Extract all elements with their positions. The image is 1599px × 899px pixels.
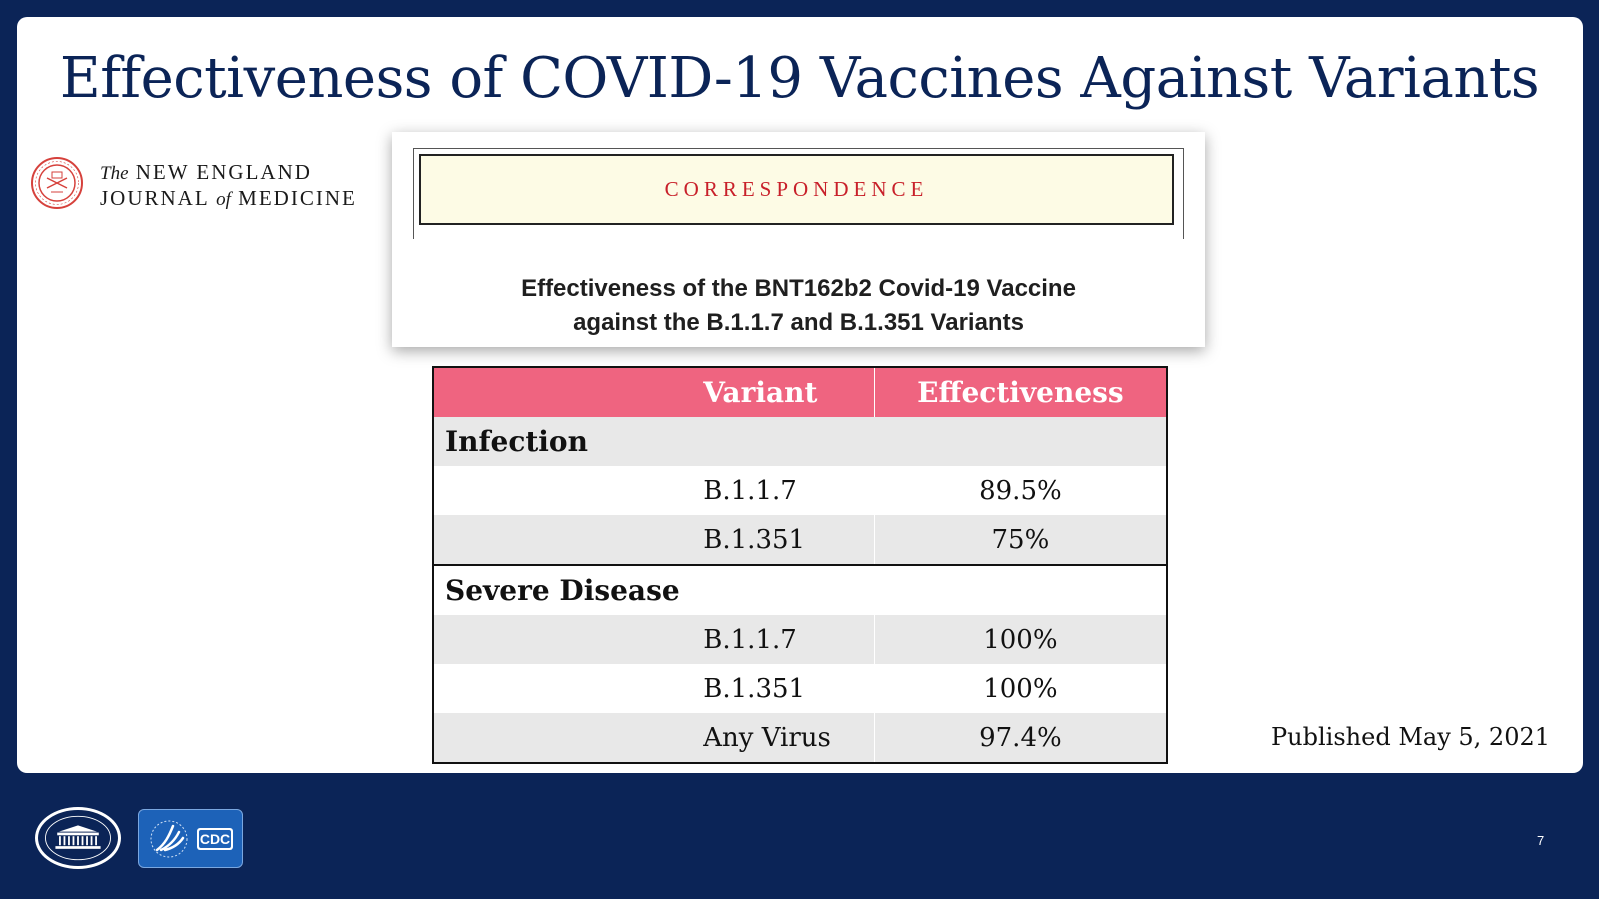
table-row: B.1.351 75% — [434, 515, 1166, 564]
slide-title: Effectiveness of COVID-19 Vaccines Again… — [59, 46, 1540, 111]
white-house-icon — [35, 807, 121, 869]
correspondence-card: CORRESPONDENCE Effectiveness of the BNT1… — [392, 132, 1205, 347]
correspondence-banner: CORRESPONDENCE — [419, 154, 1174, 225]
effectiveness-cell: 100% — [983, 624, 1058, 655]
table-row: B.1.1.7 100% — [434, 615, 1166, 664]
table-row: Any Virus 97.4% — [434, 713, 1166, 762]
effectiveness-table: Variant Effectiveness Infection B.1.1.7 … — [432, 366, 1168, 764]
card-frame — [413, 148, 1184, 239]
effectiveness-cell: 75% — [991, 524, 1050, 555]
cdc-label: CDC — [200, 831, 230, 847]
effectiveness-cell: 97.4% — [979, 722, 1062, 753]
table-header-row: Variant Effectiveness — [434, 368, 1166, 417]
variant-cell: B.1.351 — [703, 664, 875, 713]
section-label: Infection — [445, 425, 588, 458]
journal-name-line1: NEW ENGLAND — [135, 160, 312, 184]
section-label: Severe Disease — [445, 574, 680, 607]
article-title: Effectiveness of the BNT162b2 Covid-19 V… — [392, 272, 1205, 340]
section-row-severe-disease: Severe Disease — [434, 564, 1166, 615]
section-row-infection: Infection — [434, 417, 1166, 466]
published-date: Published May 5, 2021 — [1271, 723, 1550, 751]
nejm-logo-text: The NEW ENGLAND JOURNAL of MEDICINE — [100, 160, 357, 212]
variant-cell: B.1.351 — [703, 515, 875, 564]
variant-cell: B.1.1.7 — [703, 615, 875, 664]
article-title-line2: against the B.1.1.7 and B.1.351 Variants — [573, 309, 1024, 336]
effectiveness-cell: 89.5% — [979, 475, 1062, 506]
article-title-line1: Effectiveness of the BNT162b2 Covid-19 V… — [521, 275, 1076, 302]
journal-name-line2a: JOURNAL — [100, 186, 209, 210]
journal-name-of: of — [216, 189, 231, 210]
hhs-eagle-icon: CDC — [150, 820, 233, 858]
effectiveness-cell: 100% — [983, 673, 1058, 704]
header-cell-blank — [434, 368, 703, 417]
hhs-cdc-icon: CDC — [138, 809, 243, 868]
variant-cell: Any Virus — [703, 713, 875, 762]
header-cell-variant: Variant — [703, 368, 875, 417]
table-row: B.1.351 100% — [434, 664, 1166, 713]
variant-cell: B.1.1.7 — [703, 466, 875, 515]
page-number: 7 — [1537, 833, 1545, 848]
header-cell-effectiveness: Effectiveness — [917, 376, 1124, 409]
table-row: B.1.1.7 89.5% — [434, 466, 1166, 515]
nejm-seal-icon — [31, 157, 83, 209]
journal-name-line2b: MEDICINE — [238, 186, 357, 210]
journal-prefix: The — [100, 163, 129, 184]
